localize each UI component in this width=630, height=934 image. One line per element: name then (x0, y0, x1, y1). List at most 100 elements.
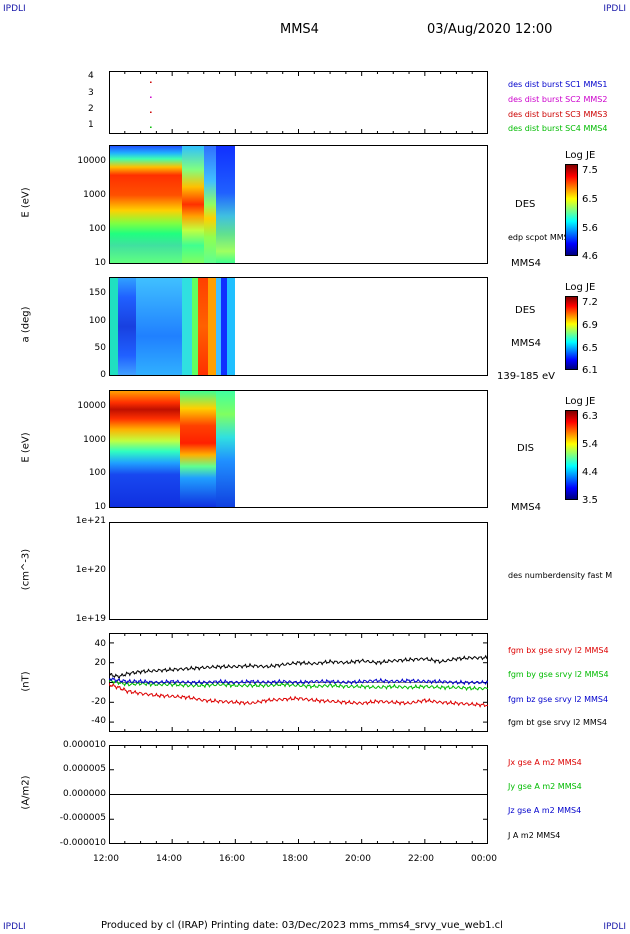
dis-energy-ytick: 100 (88, 468, 106, 478)
x-tick-label: 12:00 (93, 854, 119, 864)
des-energy-ytick: 1000 (83, 190, 106, 200)
des-pitch-ytick: 0 (100, 370, 106, 380)
fgm-legend-bx: fgm bx gse srvy l2 MMS4 (508, 646, 609, 655)
burst-legend-sc2: des dist burst SC2 MMS2 (508, 95, 608, 104)
des-pitch-colorbar-tick: 6.5 (582, 343, 598, 354)
des-pitch-colorbar (565, 296, 578, 370)
burst-ytick: 3 (88, 88, 94, 98)
des-pitch-spectrogram (110, 278, 235, 375)
fgm-ytick: -40 (91, 716, 106, 726)
burst-ytick: 4 (88, 71, 94, 81)
des-energy-colorbar-title: Log JE (565, 150, 596, 161)
des-energy-sub: edp scpot MMS4 (508, 233, 574, 242)
dis-energy-colorbar-title: Log JE (565, 396, 596, 407)
density-ytick: 1e+19 (75, 614, 106, 624)
des-energy-ytick: 10 (94, 258, 106, 268)
corner-label-bottom-left: IPDLI (3, 922, 26, 932)
fgm-plot (109, 633, 488, 732)
burst-mark (150, 81, 152, 83)
burst-mark (150, 111, 152, 113)
x-tick-label: 14:00 (156, 854, 182, 864)
des-energy-colorbar-tick: 6.5 (582, 194, 598, 205)
des-energy-ylabel: E (eV) (20, 187, 32, 218)
dis-energy-colorbar-tick: 3.5 (582, 495, 598, 506)
density-legend: des numberdensity fast M (508, 571, 613, 580)
burst-ytick: 2 (88, 104, 94, 114)
des-pitch-colorbar-tick: 6.9 (582, 320, 598, 331)
des-energy-colorbar-tick: 5.6 (582, 223, 598, 234)
des-pitch-colorbar-title: Log JE (565, 282, 596, 293)
current-ylabel: (A/m2) (20, 775, 32, 810)
fgm-ylabel: (nT) (20, 671, 32, 692)
des-pitch-ylabel: a (deg) (20, 306, 32, 343)
des-pitch-ytick: 100 (88, 316, 106, 326)
current-plot (109, 745, 488, 844)
burst-ytick: 1 (88, 120, 94, 130)
density-ytick: 1e+20 (75, 565, 106, 575)
des-pitch-colorbar-tick: 7.2 (582, 297, 598, 308)
des-energy-colorbar-tick: 4.6 (582, 251, 598, 262)
fgm-legend-bz: fgm bz gse srvy l2 MMS4 (508, 695, 609, 704)
des-pitch-ytick: 50 (94, 343, 106, 353)
corner-label-top-right: IPDLI (603, 4, 626, 14)
burst-marks (109, 71, 488, 134)
fgm-series-line (109, 654, 488, 680)
dis-energy-spectrogram (110, 391, 235, 507)
dis-energy-colorbar-tick: 5.4 (582, 439, 598, 450)
des-energy-instrument: DES (515, 199, 536, 210)
dis-energy-ylabel: E (eV) (20, 432, 32, 463)
dis-energy-colorbar (565, 410, 578, 500)
x-tick-label: 00:00 (471, 854, 497, 864)
dis-energy-sc: MMS4 (511, 502, 541, 513)
x-tick-label: 16:00 (219, 854, 245, 864)
des-pitch-sc: MMS4 (511, 338, 541, 349)
date-title: 03/Aug/2020 12:00 (427, 22, 553, 37)
des-pitch-colorbar-tick: 6.1 (582, 365, 598, 376)
des-energy-ytick: 100 (88, 224, 106, 234)
des-pitch-ytick: 150 (88, 288, 106, 298)
burst-legend-sc1: des dist burst SC1 MMS1 (508, 80, 608, 89)
density-panel (109, 522, 488, 620)
dis-energy-colorbar-tick: 4.4 (582, 467, 598, 478)
footer-credits: Produced by cl (IRAP) Printing date: 03/… (101, 920, 503, 931)
fgm-ytick: 40 (94, 639, 106, 649)
des-energy-sc: MMS4 (511, 258, 541, 269)
des-energy-ytick: 10000 (77, 156, 106, 166)
fgm-legend-by: fgm by gse srvy l2 MMS4 (508, 670, 609, 679)
burst-legend-sc4: des dist burst SC4 MMS4 (508, 124, 608, 133)
fgm-legend-bt: fgm bt gse srvy l2 MMS4 (508, 718, 607, 727)
fgm-ytick: 0 (100, 678, 106, 688)
des-pitch-instrument: DES (515, 305, 536, 316)
des-pitch-energy-range: 139-185 eV (497, 371, 555, 382)
current-legend-jz: Jz gse A m2 MMS4 (508, 806, 582, 815)
current-ytick: 0.000010 (63, 740, 106, 750)
des-energy-colorbar (565, 164, 578, 256)
x-tick-label: 20:00 (345, 854, 371, 864)
burst-mark (150, 96, 152, 98)
spacecraft-title: MMS4 (280, 22, 319, 37)
burst-mark (150, 126, 152, 128)
corner-label-top-left: IPDLI (3, 4, 26, 14)
fgm-series-line (109, 677, 488, 686)
fgm-series-line (109, 682, 488, 708)
current-legend-jx: Jx gse A m2 MMS4 (508, 758, 582, 767)
current-ytick: -0.000010 (59, 838, 106, 848)
des-energy-spectrogram (110, 146, 235, 263)
des-energy-colorbar-tick: 7.5 (582, 165, 598, 176)
dis-energy-colorbar-tick: 6.3 (582, 411, 598, 422)
current-legend-j: J A m2 MMS4 (508, 831, 561, 840)
dis-energy-instrument: DIS (517, 443, 534, 454)
dis-energy-ytick: 1000 (83, 435, 106, 445)
x-tick-label: 18:00 (282, 854, 308, 864)
x-tick-label: 22:00 (408, 854, 434, 864)
dis-energy-ytick: 10000 (77, 401, 106, 411)
current-ytick: -0.000005 (59, 813, 106, 823)
corner-label-bottom-right: IPDLI (603, 922, 626, 932)
current-legend-jy: Jy gse A m2 MMS4 (508, 782, 582, 791)
density-ytick: 1e+21 (75, 516, 106, 526)
current-ytick: 0.000000 (63, 789, 106, 799)
fgm-ytick: 20 (94, 658, 106, 668)
burst-legend-sc3: des dist burst SC3 MMS3 (508, 110, 608, 119)
fgm-ytick: -20 (91, 697, 106, 707)
current-ytick: 0.000005 (63, 764, 106, 774)
